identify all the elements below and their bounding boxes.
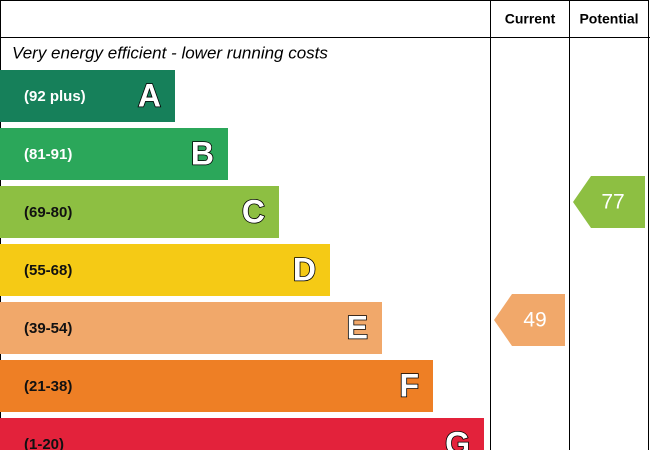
current-arrow (494, 294, 565, 346)
current-header: Current (505, 11, 556, 27)
subtitle: Very energy efficient - lower running co… (12, 43, 328, 62)
band-letter: D (293, 251, 316, 287)
band-letter: A (138, 77, 161, 113)
potential-header: Potential (579, 11, 638, 27)
band-letter: B (191, 135, 214, 171)
potential-rating: 77 (601, 191, 624, 214)
band-letter: E (347, 309, 368, 345)
band-bar (0, 70, 175, 122)
band-range: (69-80) (24, 204, 72, 221)
band-letter: F (399, 367, 419, 403)
band-bar (0, 418, 484, 450)
potential-arrow (573, 176, 645, 228)
current-rating: 49 (523, 309, 546, 332)
band-range: (81-91) (24, 146, 72, 163)
band-range: (21-38) (24, 378, 72, 395)
band-letter: G (445, 425, 470, 450)
band-range: (1-20) (24, 436, 64, 450)
band-bar (0, 244, 330, 296)
band-bar (0, 128, 228, 180)
band-range: (92 plus) (24, 88, 86, 105)
band-bar (0, 360, 433, 412)
band-bar (0, 186, 279, 238)
band-bar (0, 302, 382, 354)
band-letter: C (242, 193, 265, 229)
band-range: (55-68) (24, 262, 72, 279)
band-range: (39-54) (24, 320, 72, 337)
